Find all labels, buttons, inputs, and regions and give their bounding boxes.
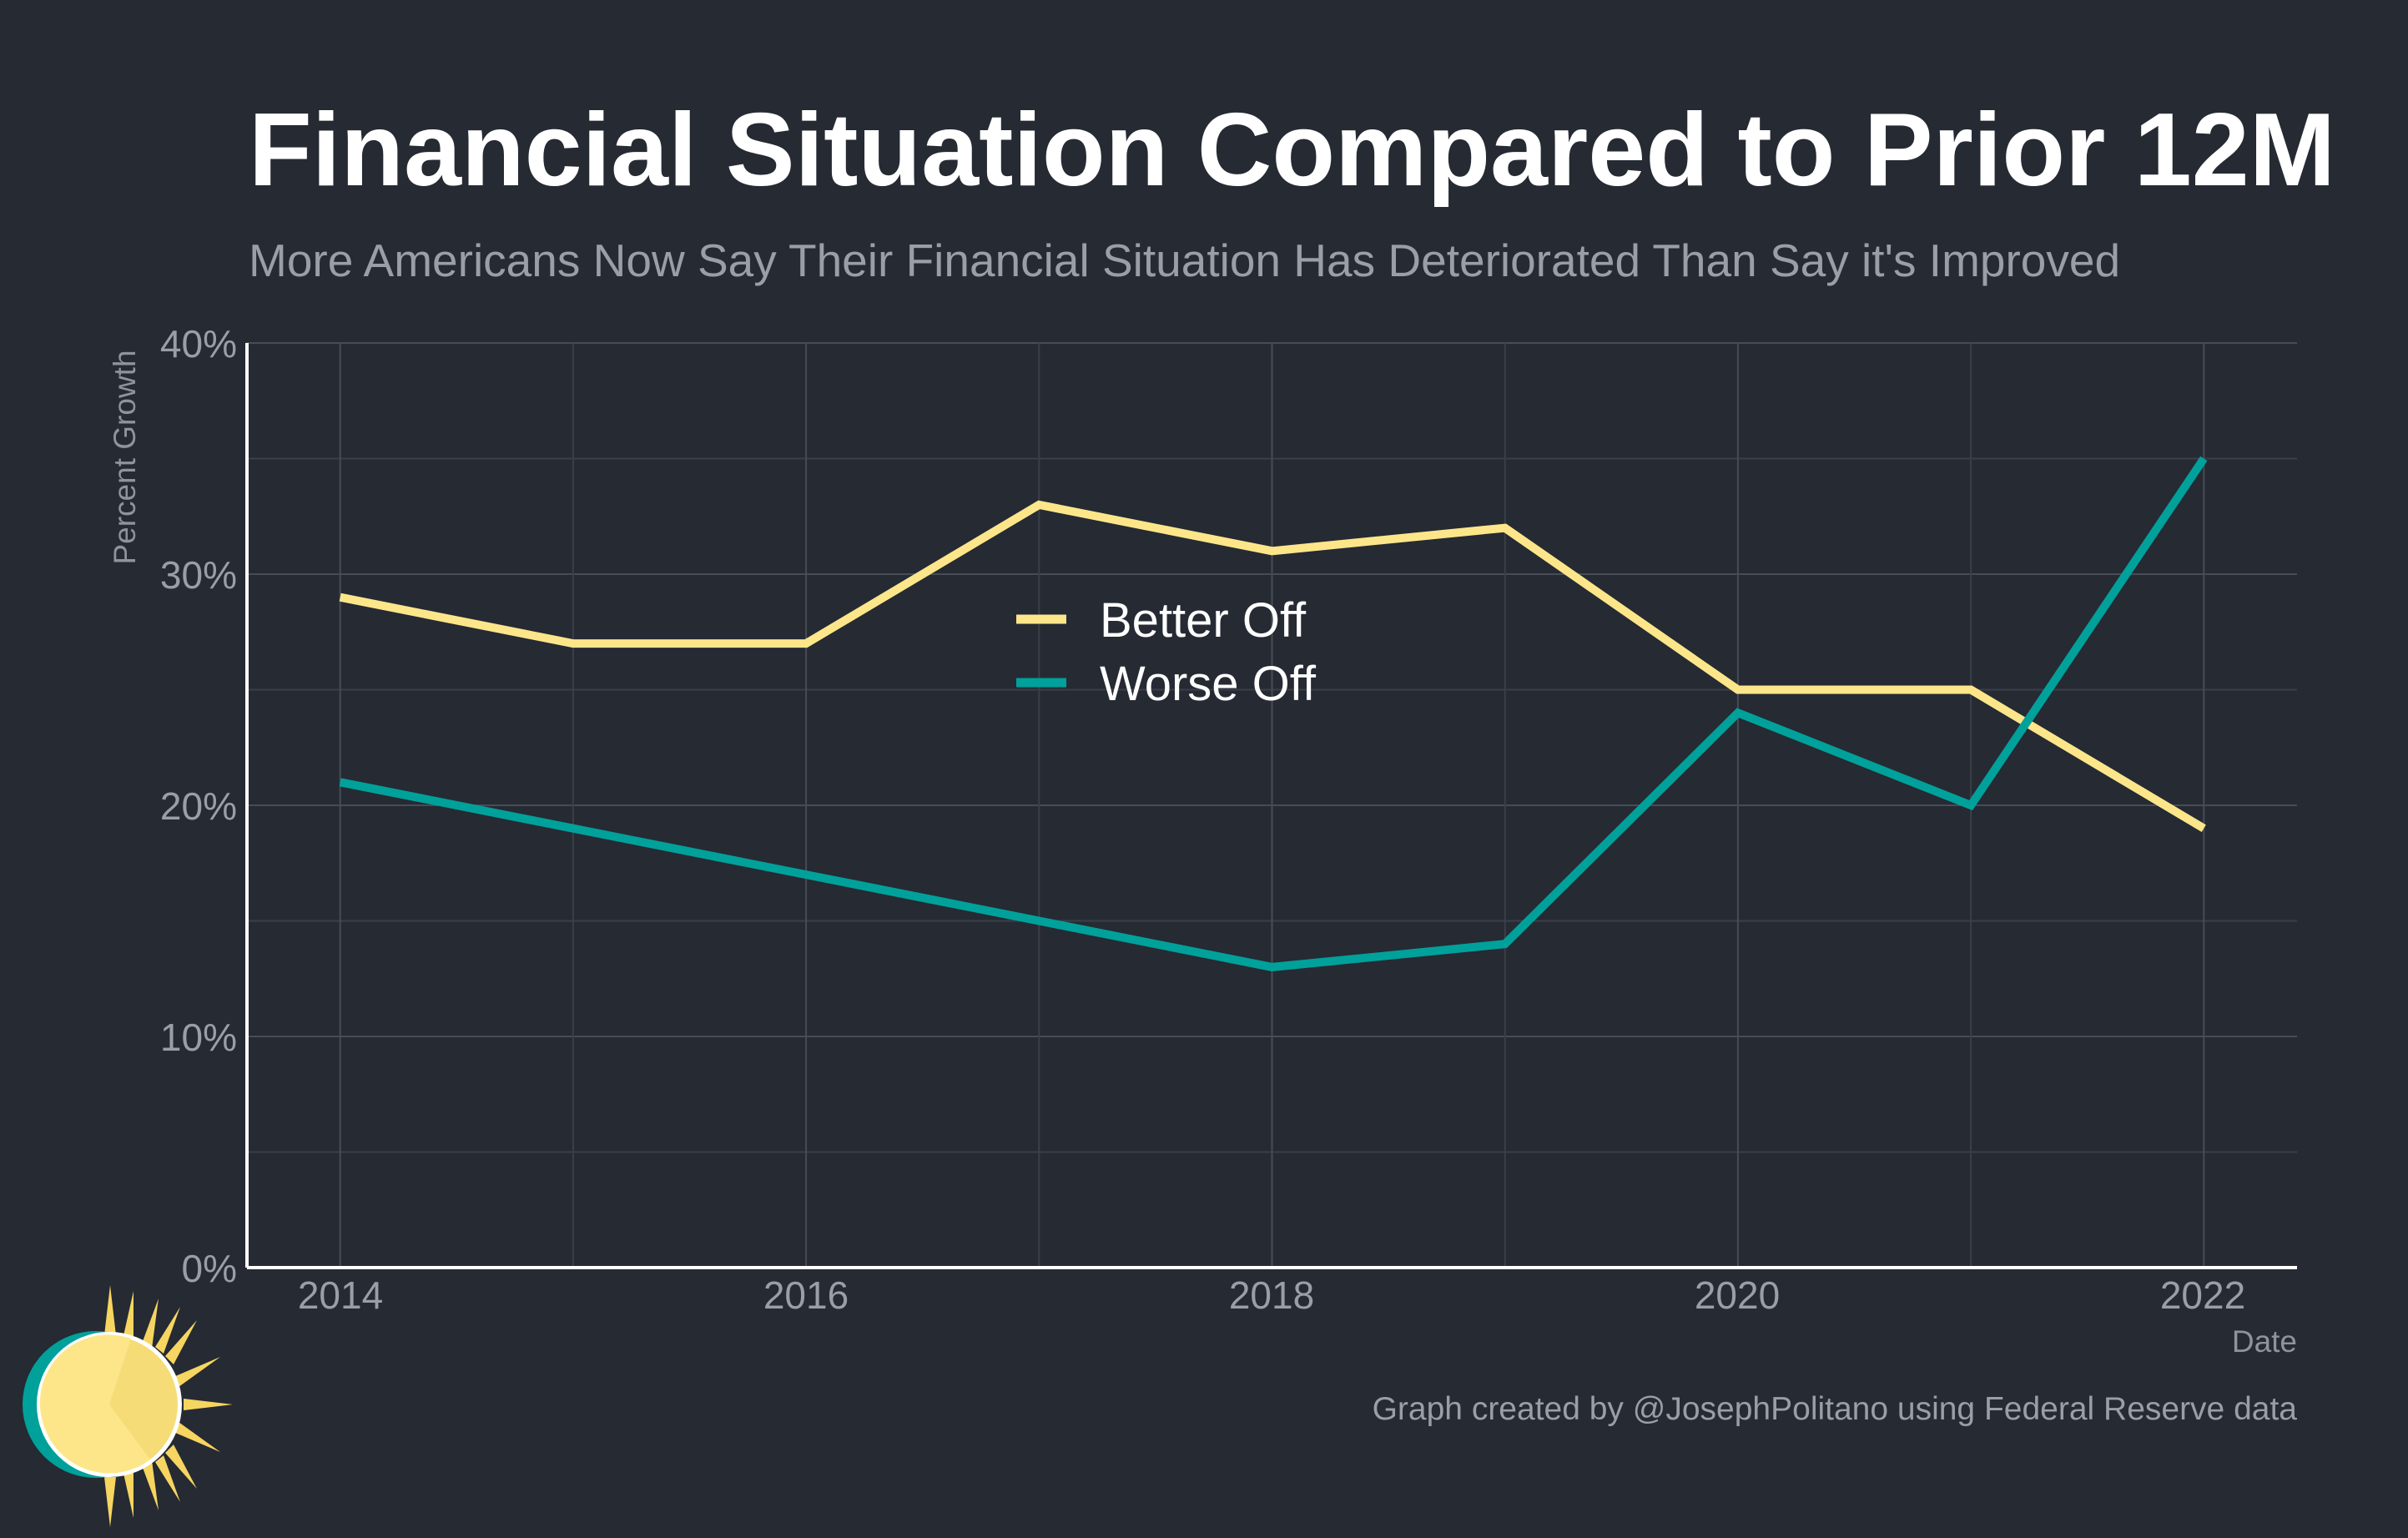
y-axis-title: Percent Growth (108, 350, 142, 564)
series-line-better-off (339, 500, 2206, 832)
x-axis-title: Date (2232, 1324, 2297, 1359)
y-tick-label: 10% (160, 1016, 237, 1059)
legend: Better Off Worse Off (1016, 593, 1317, 711)
legend-label-better-off: Better Off (1100, 593, 1307, 648)
y-tick-label: 40% (160, 322, 237, 366)
x-tick-label: 2014 (298, 1273, 383, 1317)
caption: Graph created by @JosephPolitano using F… (1373, 1391, 2298, 1427)
x-tick-label: 2018 (1229, 1273, 1314, 1317)
x-tick-label: 2020 (1695, 1273, 1780, 1317)
gridlines (247, 342, 2297, 1268)
x-tick-label: 2016 (763, 1273, 849, 1317)
y-tick-labels: 0% 10% 20% 30% 40% (160, 322, 237, 1290)
chart-subtitle: More Americans Now Say Their Financial S… (249, 234, 2120, 286)
series-line-worse-off (339, 456, 2208, 971)
y-tick-label: 0% (182, 1247, 237, 1290)
x-tick-labels: 2014 2016 2018 2020 2022 (298, 1273, 2245, 1317)
sun-logo-icon (23, 1285, 233, 1527)
y-tick-label: 20% (160, 784, 237, 828)
x-tick-label: 2022 (2160, 1273, 2245, 1317)
series-lines (339, 456, 2208, 971)
y-tick-label: 30% (160, 553, 237, 597)
chart-title: Financial Situation Compared to Prior 12… (249, 93, 2335, 208)
legend-label-worse-off: Worse Off (1100, 657, 1317, 711)
